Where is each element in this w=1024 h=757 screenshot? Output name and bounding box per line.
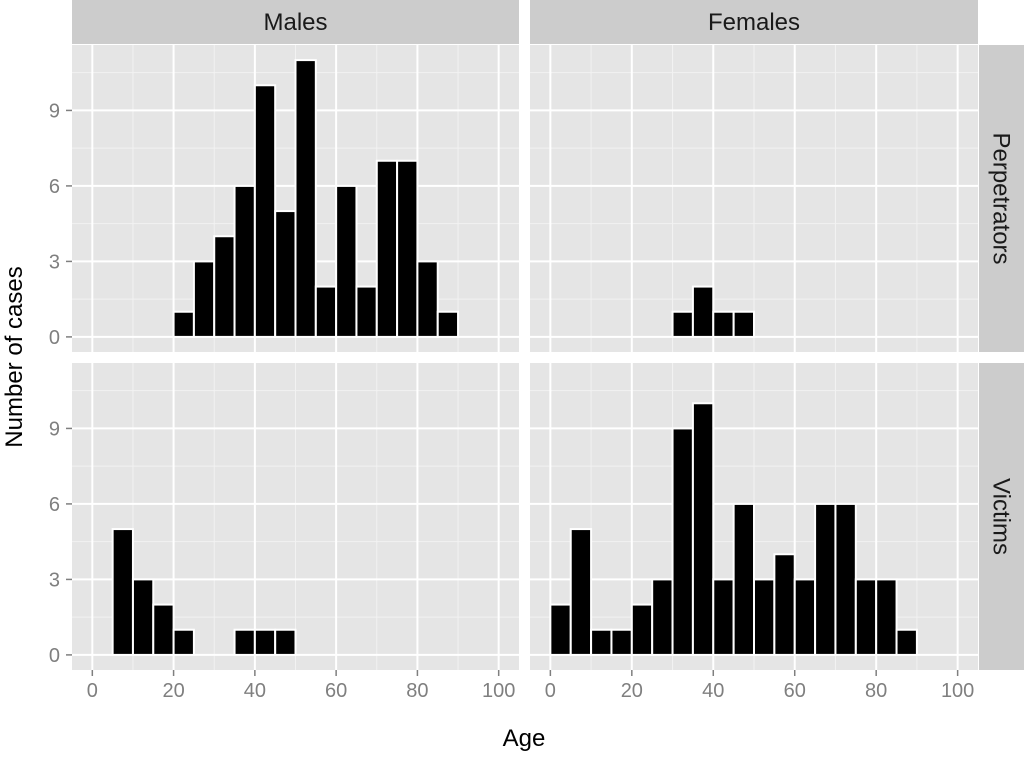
histogram-bar bbox=[396, 159, 419, 338]
histogram-bar bbox=[691, 402, 715, 656]
histogram-bar bbox=[253, 628, 277, 656]
row-strip-victims: Victims bbox=[979, 363, 1024, 670]
histogram-bar bbox=[569, 528, 593, 656]
histogram-bar bbox=[590, 628, 613, 656]
histogram-bar bbox=[233, 628, 256, 656]
histogram-bar bbox=[274, 210, 297, 338]
histogram-bar bbox=[233, 184, 256, 338]
histogram-bar bbox=[875, 578, 898, 656]
histogram-bar bbox=[274, 628, 297, 656]
histogram-bar bbox=[314, 285, 338, 338]
x-tick-label: 0 bbox=[87, 680, 98, 702]
row-strip-label-perpetrators: Perpetrators bbox=[988, 132, 1015, 264]
histogram-bar bbox=[111, 528, 134, 656]
x-axis-title: Age bbox=[503, 725, 546, 752]
histogram-bar bbox=[773, 553, 796, 656]
histogram-bar bbox=[294, 59, 317, 338]
histogram-bar bbox=[549, 603, 572, 656]
histogram-bar bbox=[671, 427, 694, 656]
x-tick-label: 20 bbox=[621, 680, 643, 702]
y-tick-label: 9 bbox=[49, 100, 60, 122]
panels bbox=[72, 45, 978, 670]
histogram-bar bbox=[712, 310, 735, 338]
column-strip-males: Males bbox=[72, 0, 519, 44]
histogram-bar bbox=[814, 502, 837, 656]
y-tick-label: 0 bbox=[49, 645, 60, 667]
y-tick-label: 6 bbox=[49, 494, 60, 516]
panel-males-victims bbox=[72, 363, 519, 670]
histogram-bar bbox=[416, 260, 439, 338]
y-tick-label: 0 bbox=[49, 327, 60, 349]
y-axis-title: Number of cases bbox=[1, 266, 28, 447]
histogram-bar bbox=[834, 502, 857, 656]
histogram-bar bbox=[355, 285, 378, 338]
histogram-bar bbox=[152, 603, 175, 656]
x-tick-label: 40 bbox=[244, 680, 266, 702]
histogram-bar bbox=[732, 310, 755, 338]
histogram-bar bbox=[213, 235, 236, 338]
y-tick-label: 6 bbox=[49, 176, 60, 198]
panel-males-perpetrators bbox=[72, 45, 519, 352]
histogram-bar bbox=[712, 578, 735, 656]
x-tick-label: 40 bbox=[702, 680, 724, 702]
x-tick-label: 100 bbox=[941, 680, 974, 702]
column-strip-label-males: Males bbox=[263, 9, 327, 36]
histogram-bar bbox=[630, 603, 654, 656]
histogram-bar bbox=[172, 310, 195, 338]
column-strip-females: Females bbox=[530, 0, 978, 44]
x-tick-label: 60 bbox=[784, 680, 806, 702]
x-tick-label: 60 bbox=[325, 680, 347, 702]
histogram-bar bbox=[253, 84, 277, 338]
histogram-bar bbox=[375, 159, 399, 338]
y-tick-label: 3 bbox=[49, 251, 60, 273]
row-strip-label-victims: Victims bbox=[988, 478, 1015, 555]
x-axes: 0 20 40 60 80 100 0 20 40 60 80 100 bbox=[87, 670, 974, 702]
y-tick-label: 3 bbox=[49, 569, 60, 591]
histogram-bar bbox=[610, 628, 633, 656]
histogram-bar bbox=[172, 628, 195, 656]
x-tick-label: 80 bbox=[406, 680, 428, 702]
histogram-bar bbox=[436, 310, 460, 338]
row-strip-perpetrators: Perpetrators bbox=[979, 45, 1024, 352]
histogram-bar bbox=[732, 502, 755, 656]
x-tick-label: 100 bbox=[482, 680, 515, 702]
histogram-bar bbox=[131, 578, 155, 656]
x-tick-label: 20 bbox=[162, 680, 184, 702]
histogram-bar bbox=[793, 578, 817, 656]
x-tick-label: 0 bbox=[545, 680, 556, 702]
x-tick-label: 80 bbox=[865, 680, 887, 702]
histogram-bar bbox=[192, 260, 216, 338]
y-tick-label: 9 bbox=[49, 418, 60, 440]
column-strip-label-females: Females bbox=[708, 9, 800, 36]
panel-females-perpetrators bbox=[530, 45, 978, 352]
histogram-bar bbox=[895, 628, 918, 656]
histogram-bar bbox=[335, 184, 358, 338]
histogram-bar bbox=[854, 578, 878, 656]
histogram-bar bbox=[753, 578, 776, 656]
histogram-bar bbox=[651, 578, 674, 656]
histogram-bar bbox=[691, 285, 715, 338]
y-axes: 0 3 6 9 0 3 6 9 bbox=[49, 100, 72, 667]
histogram-bar bbox=[671, 310, 694, 338]
panel-females-victims bbox=[530, 363, 978, 670]
